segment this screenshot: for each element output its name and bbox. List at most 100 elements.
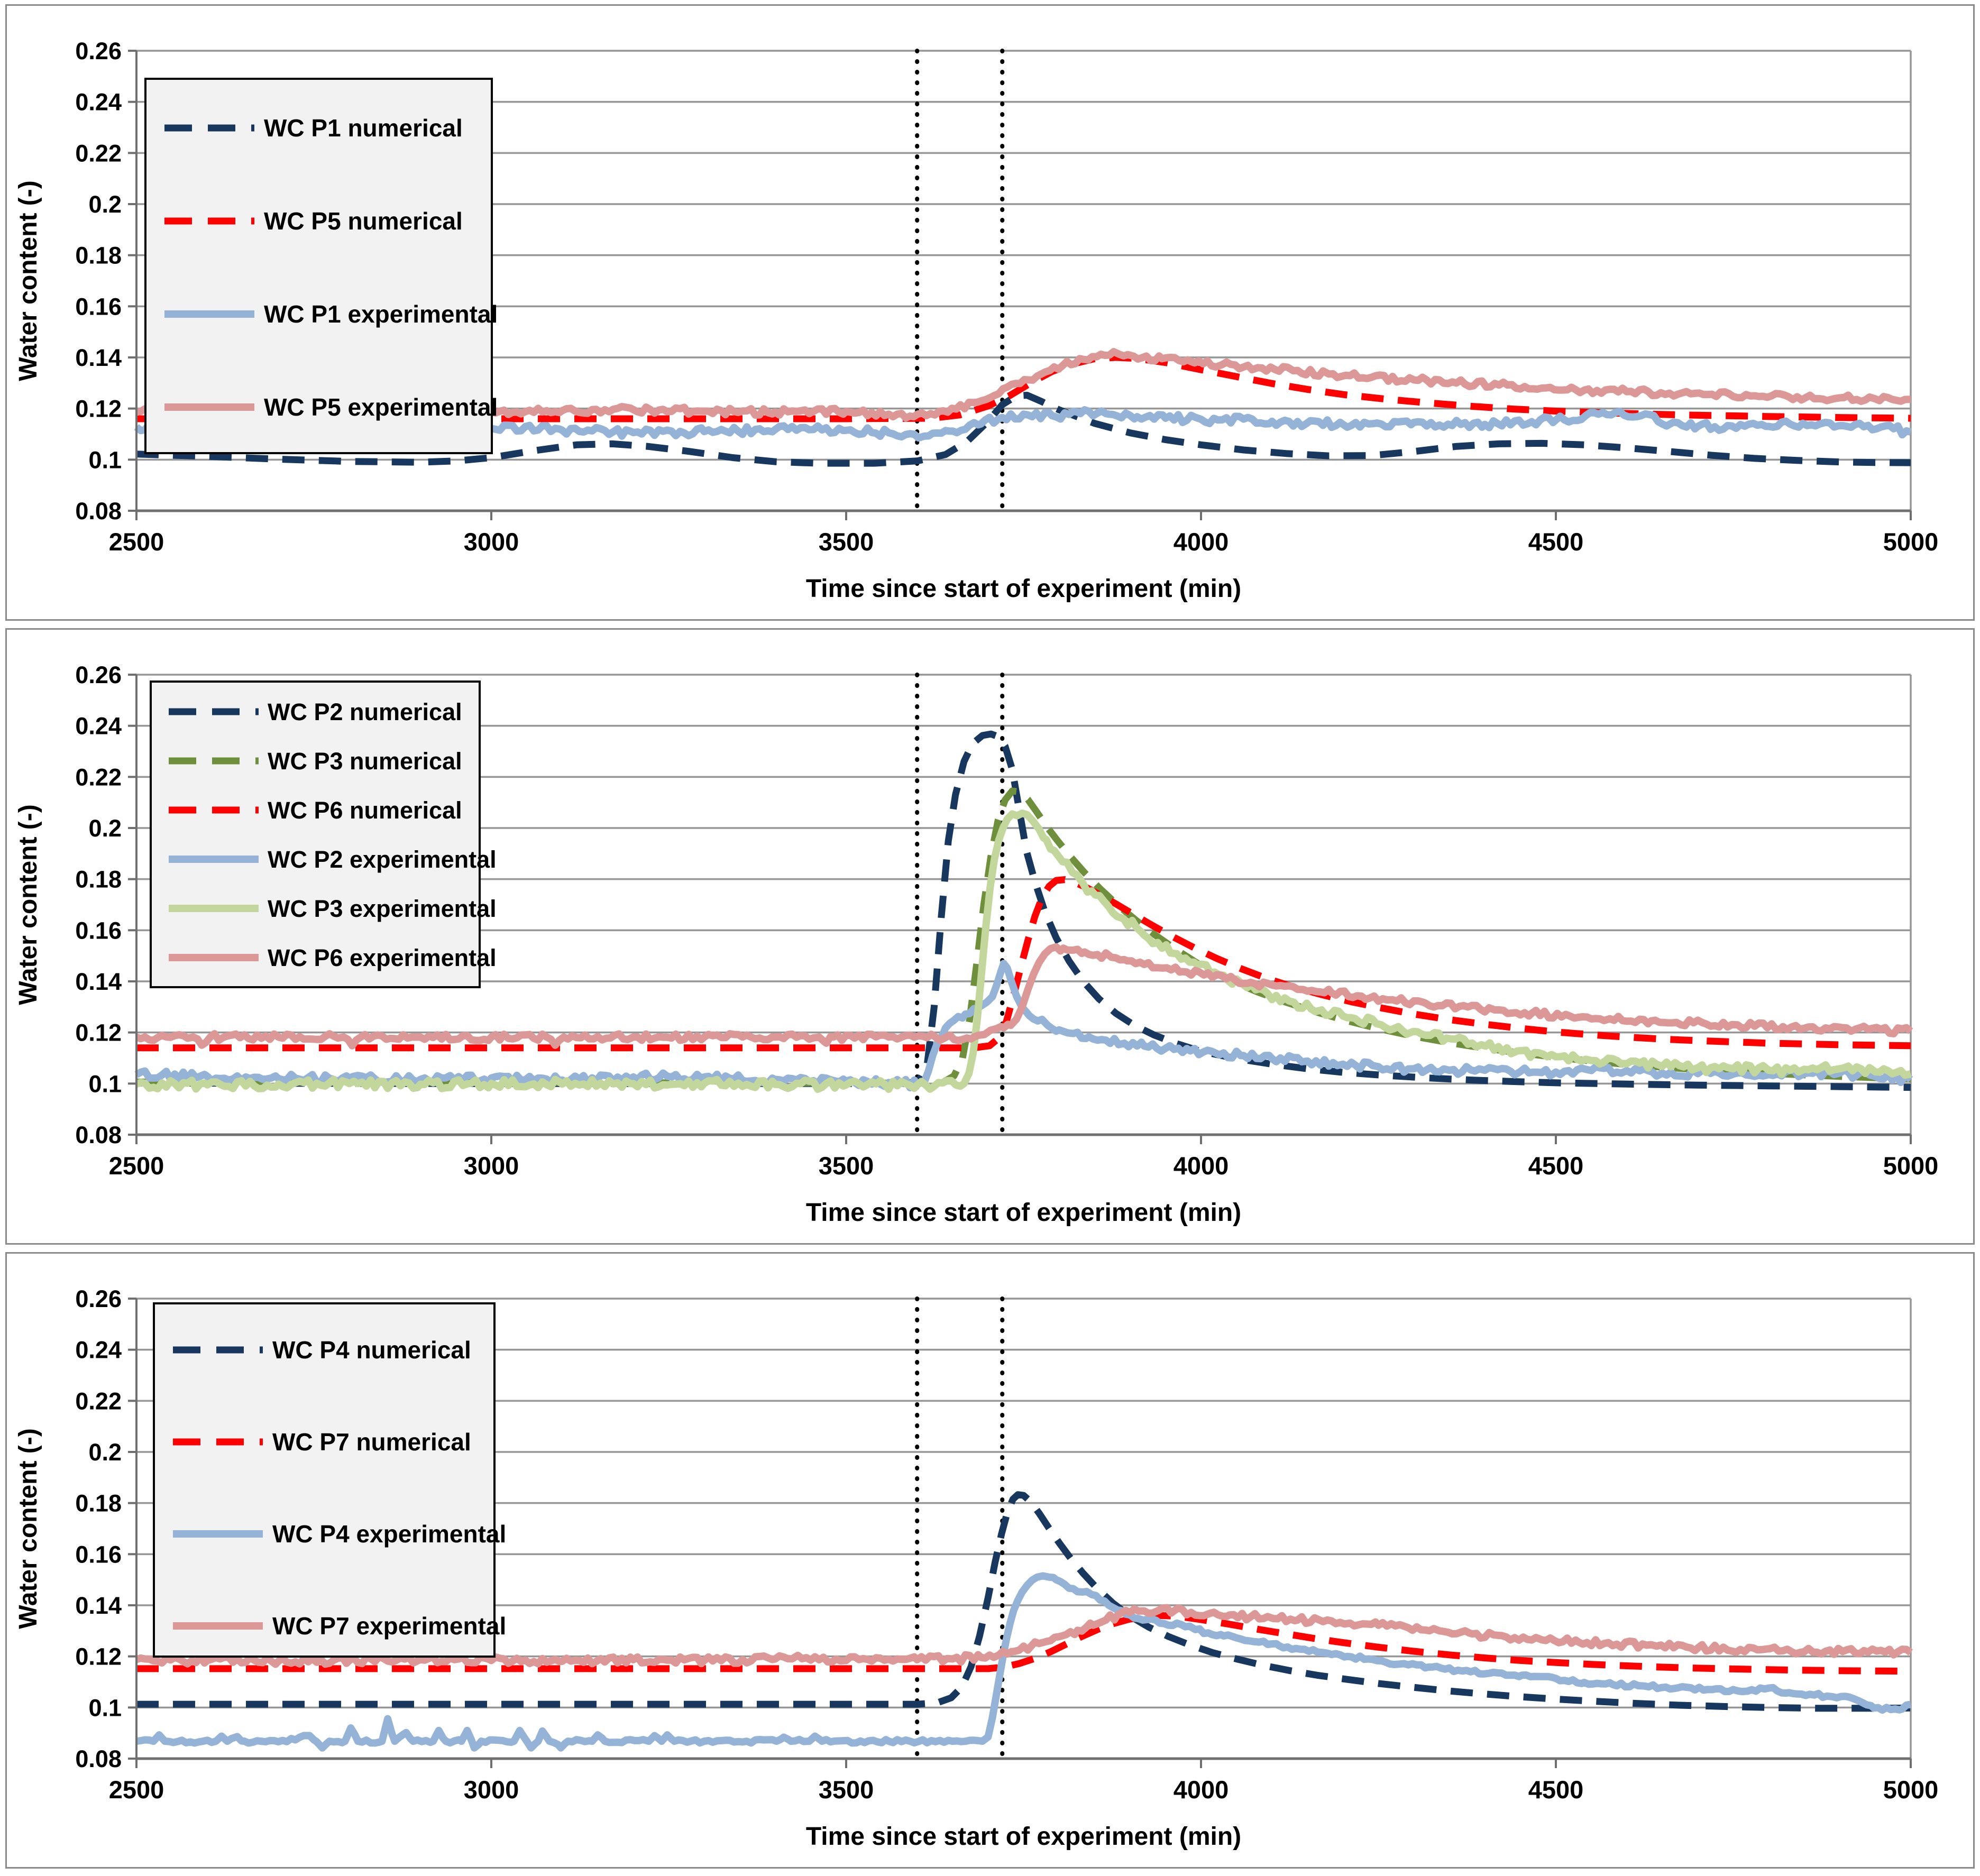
- x-tick-label: 2500: [109, 1152, 164, 1180]
- x-tick-label: 4000: [1174, 528, 1229, 556]
- x-tick-label: 4500: [1528, 528, 1584, 556]
- x-tick-label: 5000: [1883, 1152, 1939, 1180]
- y-tick-label: 0.2: [88, 1439, 122, 1466]
- legend-label: WC P6 numerical: [268, 797, 462, 824]
- x-tick-label: 4500: [1528, 1776, 1584, 1804]
- x-tick-label: 4000: [1174, 1776, 1229, 1804]
- legend-label: WC P7 numerical: [272, 1428, 471, 1456]
- y-axis-title: Water content (-): [14, 804, 42, 1005]
- y-tick-label: 0.2: [88, 815, 122, 842]
- legend-item: WC P1 numerical: [164, 114, 463, 142]
- x-tick-label: 3000: [464, 1152, 519, 1180]
- y-tick-label: 0.12: [75, 1643, 122, 1670]
- y-tick-label: 0.24: [75, 1337, 122, 1364]
- legend-box: [150, 680, 481, 988]
- y-tick-label: 0.18: [75, 1490, 122, 1517]
- chart-panel-2: 0.26 0.24 0.22 0.2 0.18 0.16 0.14 0.12 0.1 0.08 25…: [5, 628, 1975, 1245]
- legend: WC P4 numerical WC P7 numerical WC P4 expe…: [153, 1302, 506, 1658]
- legend-label: WC P1 numerical: [264, 114, 463, 142]
- legend-item: WC P6 experimental: [169, 944, 497, 971]
- legend-label: WC P2 experimental: [268, 846, 497, 873]
- chart-panel-1: 0.26 0.24 0.22 0.2 0.18 0.16 0.14 0.12 0.1 0.08 25…: [5, 4, 1975, 621]
- series-wc-p2-numerical: [136, 730, 1911, 1091]
- legend-label: WC P5 experimental: [264, 393, 498, 421]
- chart-svg-1: 0.26 0.24 0.22 0.2 0.18 0.16 0.14 0.12 0.1 0.08 25…: [14, 38, 1939, 603]
- series-wc-p4-experimental: [136, 1572, 1912, 1752]
- legend-item: WC P7 experimental: [173, 1612, 506, 1640]
- x-axis-title: Time since start of experiment (min): [806, 1199, 1241, 1227]
- y-tick-label: 0.24: [75, 89, 122, 116]
- legend-box: [153, 1302, 496, 1658]
- chart-panel-3: 0.26 0.24 0.22 0.2 0.18 0.16 0.14 0.12 0.1 0.08 25…: [5, 1252, 1975, 1869]
- y-axis-title: Water content (-): [14, 180, 42, 381]
- y-tick-label: 0.16: [75, 917, 122, 944]
- y-tick-label: 0.2: [88, 191, 122, 218]
- legend-item: WC P1 experimental: [164, 300, 498, 328]
- x-tick-label: 5000: [1883, 528, 1939, 556]
- y-axis-title: Water content (-): [14, 1428, 42, 1629]
- legend-item: WC P4 numerical: [173, 1336, 471, 1364]
- y-tick-label: 0.08: [75, 1121, 122, 1148]
- y-tick-label: 0.12: [75, 1019, 122, 1046]
- y-tick-label: 0.22: [75, 140, 122, 167]
- series-wc-p4-numerical: [136, 1491, 1911, 1712]
- y-tick-label: 0.22: [75, 764, 122, 790]
- legend-label: WC P7 experimental: [272, 1612, 506, 1640]
- series-wc-p3-experimental: [135, 810, 1912, 1093]
- y-tick-label: 0.12: [75, 396, 122, 422]
- legend-item: WC P4 experimental: [173, 1520, 506, 1548]
- series-wc-p5-numerical: [136, 354, 1911, 422]
- y-tick-label: 0.26: [75, 1285, 122, 1312]
- y-tick-label: 0.22: [75, 1387, 122, 1414]
- y-tick-label: 0.14: [75, 344, 122, 371]
- y-tick-label: 0.18: [75, 242, 122, 269]
- series-wc-p7-numerical: [136, 1612, 1911, 1675]
- legend-box: [144, 78, 493, 454]
- legend-label: WC P2 numerical: [268, 698, 462, 725]
- series-wc-p6-experimental: [135, 943, 1913, 1050]
- y-tick-label: 0.1: [88, 446, 122, 473]
- legend-label: WC P4 experimental: [272, 1520, 506, 1548]
- y-tick-label: 0.24: [75, 713, 122, 740]
- legend-item: WC P3 experimental: [169, 895, 497, 922]
- y-tick-label: 0.08: [75, 498, 122, 525]
- y-tick-label: 0.14: [75, 1592, 122, 1619]
- x-tick-label: 2500: [109, 528, 164, 556]
- y-tick-label: 0.08: [75, 1745, 122, 1772]
- x-axis-title: Time since start of experiment (min): [806, 575, 1241, 603]
- y-tick-label: 0.16: [75, 1541, 122, 1568]
- y-tick-label: 0.14: [75, 968, 122, 995]
- legend-label: WC P1 experimental: [264, 300, 498, 328]
- x-tick-label: 4500: [1528, 1152, 1584, 1180]
- legend-item: WC P5 experimental: [164, 393, 498, 421]
- chart-svg-2: 0.26 0.24 0.22 0.2 0.18 0.16 0.14 0.12 0.1 0.08 25…: [14, 661, 1939, 1227]
- legend-item: WC P2 experimental: [169, 846, 497, 873]
- y-tick-label: 0.1: [88, 1070, 122, 1097]
- x-tick-label: 3500: [819, 1152, 874, 1180]
- legend-label: WC P5 numerical: [264, 207, 463, 235]
- x-tick-label: 5000: [1883, 1776, 1939, 1804]
- series-wc-p7-experimental: [135, 1604, 1913, 1668]
- x-tick-label: 3500: [819, 528, 874, 556]
- y-tick-label: 0.16: [75, 293, 122, 320]
- y-tick-label: 0.1: [88, 1694, 122, 1721]
- y-tick-label: 0.18: [75, 866, 122, 893]
- x-tick-label: 3000: [464, 1776, 519, 1804]
- x-axis-title: Time since start of experiment (min): [806, 1823, 1241, 1851]
- legend-item: WC P2 numerical: [169, 698, 462, 725]
- x-tick-label: 4000: [1174, 1152, 1229, 1180]
- x-tick-label: 3000: [464, 528, 519, 556]
- x-tick-label: 2500: [109, 1776, 164, 1804]
- chart-svg-3: 0.26 0.24 0.22 0.2 0.18 0.16 0.14 0.12 0.1 0.08 25…: [14, 1285, 1939, 1851]
- legend: WC P2 numerical WC P3 numerical WC P6 nume…: [150, 680, 497, 988]
- legend-label: WC P3 experimental: [268, 895, 497, 922]
- legend-item: WC P3 numerical: [169, 748, 462, 775]
- x-tick-label: 3500: [819, 1776, 874, 1804]
- series-wc-p1-numerical: [136, 392, 1911, 467]
- legend-item: WC P5 numerical: [164, 207, 463, 235]
- legend-item: WC P6 numerical: [169, 797, 462, 824]
- y-tick-label: 0.26: [75, 38, 122, 65]
- y-tick-label: 0.26: [75, 661, 122, 688]
- legend-label: WC P4 numerical: [272, 1336, 471, 1364]
